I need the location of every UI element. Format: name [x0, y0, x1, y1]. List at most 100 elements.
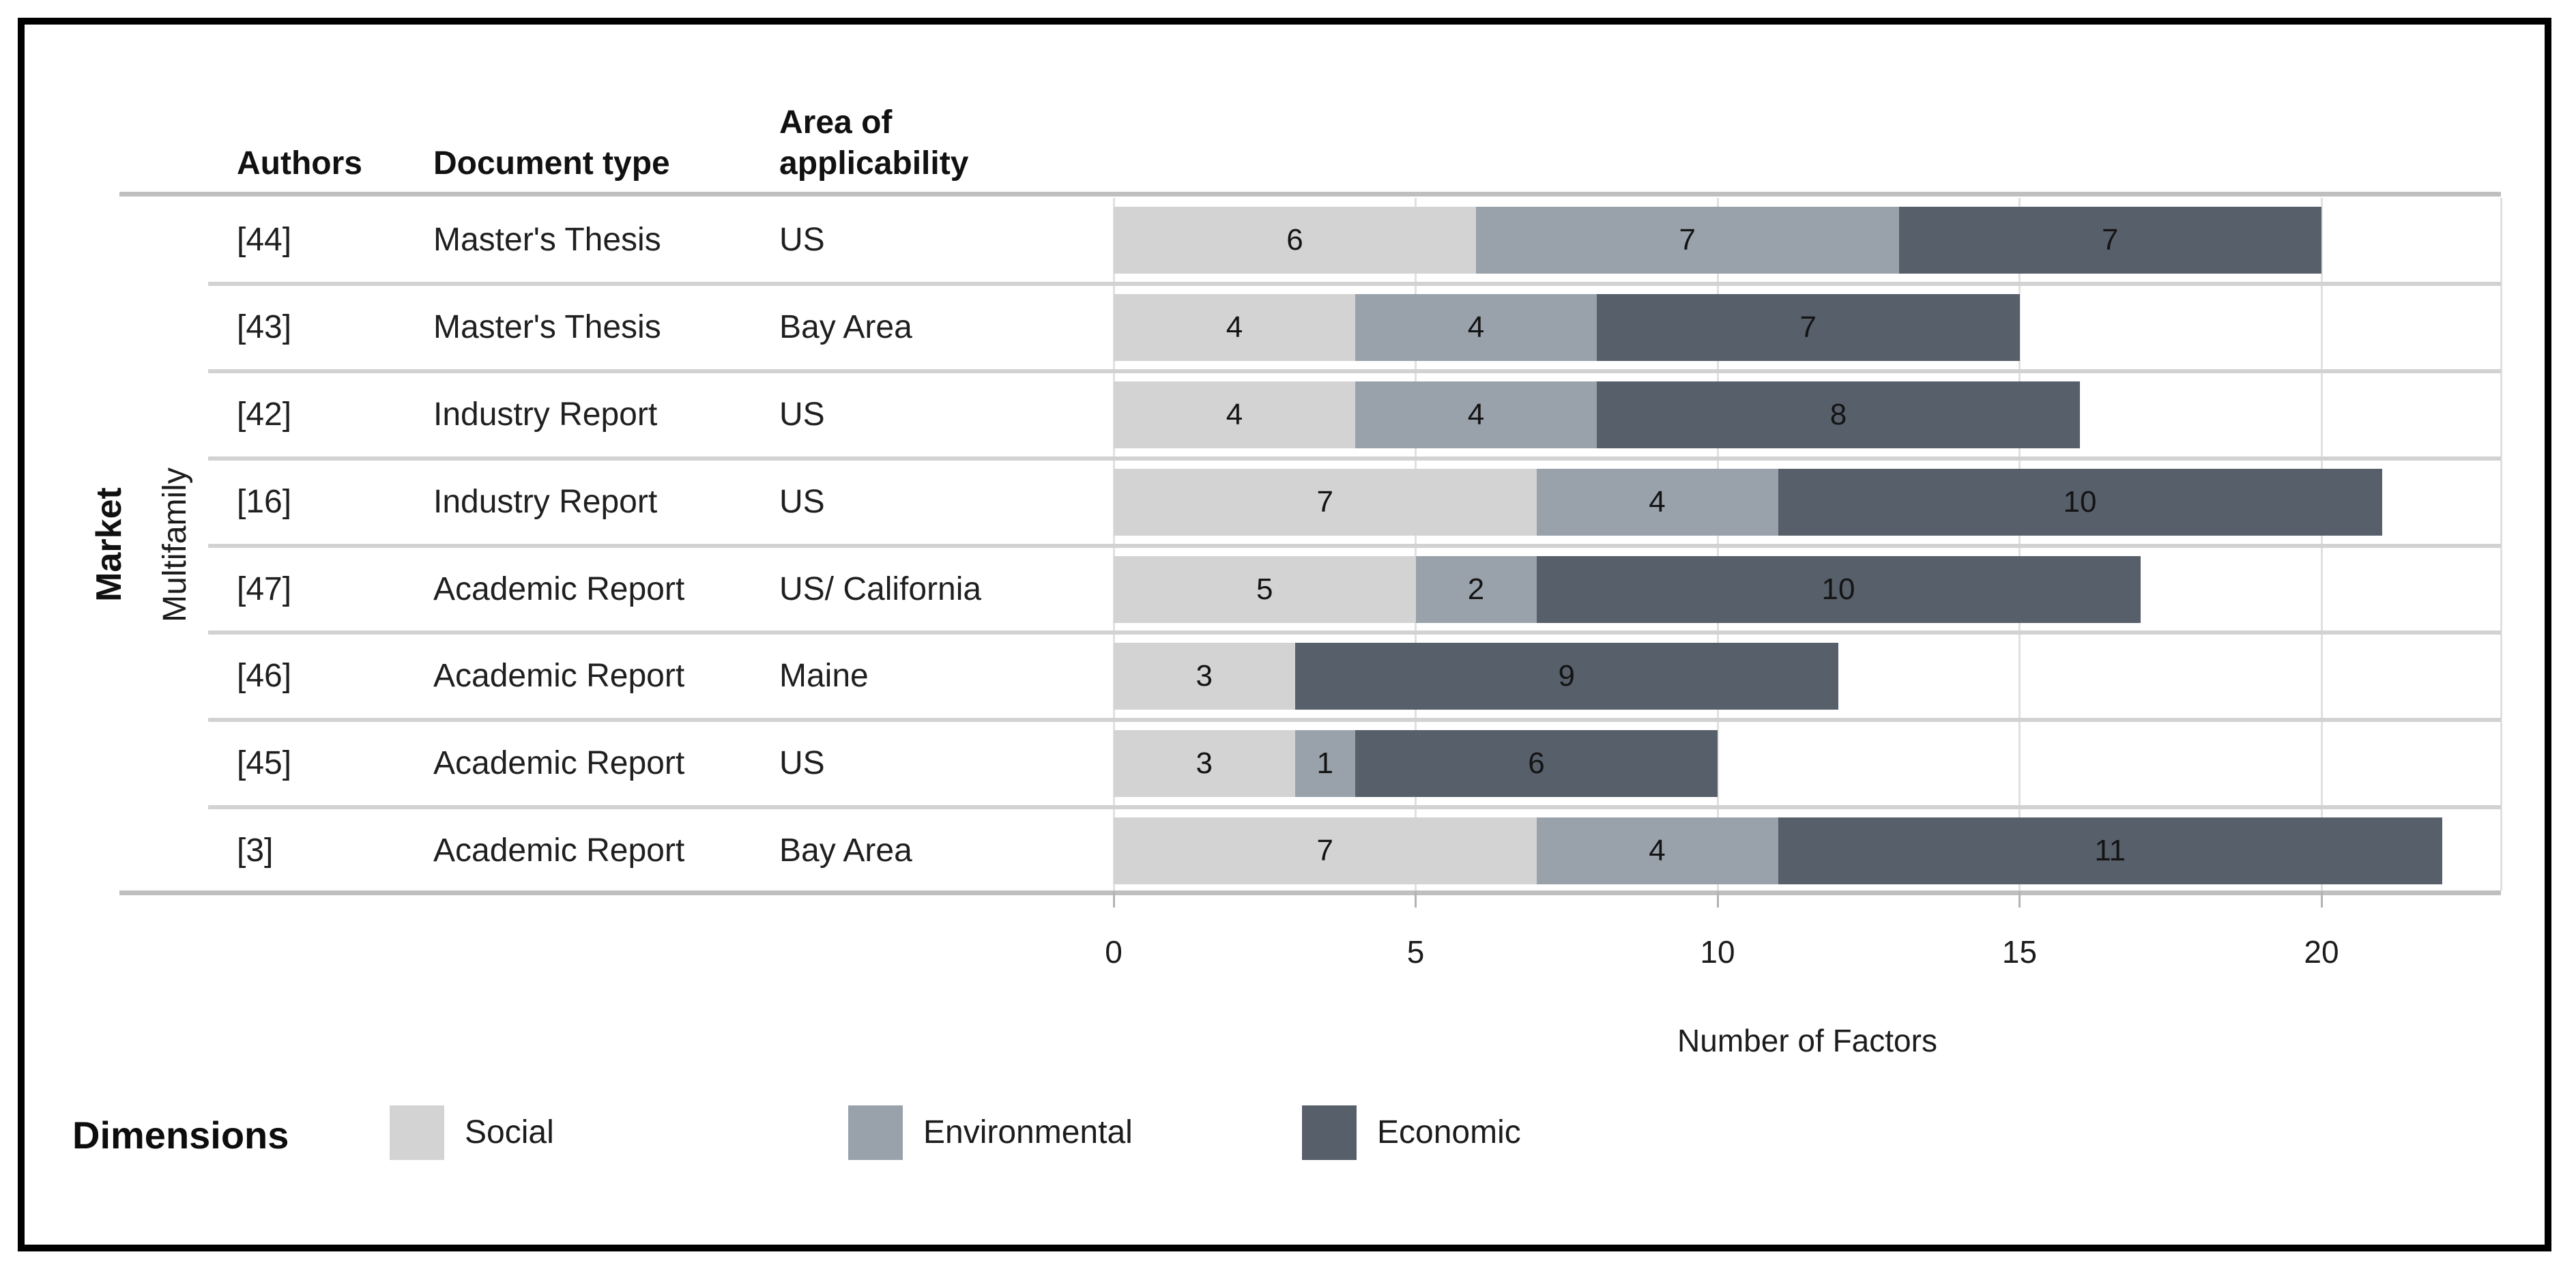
- bar-value-label: 9: [1558, 659, 1575, 693]
- legend-title: Dimensions: [72, 1114, 289, 1157]
- bar-segment-environmental: 4: [1536, 468, 1778, 536]
- bar-segment-social: 5: [1114, 555, 1416, 623]
- doc-type-cell: Industry Report: [433, 396, 658, 433]
- tick-mark: [1716, 891, 1719, 908]
- tick-label: 0: [1105, 934, 1123, 970]
- tick-mark: [2018, 891, 2021, 908]
- legend-label-social: Social: [465, 1114, 554, 1150]
- table-bottom-rule: [119, 890, 2501, 895]
- author-cell: [44]: [237, 222, 292, 258]
- bar-value-label: 6: [1286, 223, 1303, 257]
- author-cell: [43]: [237, 308, 292, 345]
- bar-value-label: 6: [1528, 746, 1545, 781]
- area-cell: Maine: [779, 658, 869, 695]
- row-separator: [208, 456, 2501, 461]
- bar-segment-economic: 7: [1898, 207, 2321, 274]
- legend-swatch-environmental: [848, 1105, 903, 1160]
- bar-segment-environmental: 2: [1415, 555, 1537, 623]
- row-separator: [208, 630, 2501, 635]
- bar-value-label: 10: [2063, 484, 2097, 519]
- bar-value-label: 7: [2102, 223, 2119, 257]
- row-separator: [208, 805, 2501, 810]
- legend-label-environmental: Environmental: [923, 1114, 1133, 1150]
- table-row: [46] Academic Report Maine 3 9: [0, 633, 2576, 720]
- bar-value-label: 7: [1799, 310, 1817, 344]
- bar-value-label: 4: [1649, 834, 1666, 868]
- area-cell: US: [779, 745, 825, 782]
- bar-value-label: 3: [1196, 659, 1213, 693]
- plot-right-edge-gridline: [2500, 198, 2502, 890]
- x-axis-title: Number of Factors: [1677, 1023, 1937, 1058]
- tick-mark: [2320, 891, 2323, 908]
- author-cell: [47]: [237, 570, 292, 607]
- bar-value-label: 4: [1467, 310, 1485, 344]
- bar-segment-social: 3: [1114, 643, 1295, 710]
- area-cell: US: [779, 483, 825, 520]
- tick-label: 15: [2001, 934, 2038, 970]
- author-cell: [3]: [237, 832, 274, 869]
- table-row: [16] Industry Report US 7 4 10: [0, 459, 2576, 546]
- row-separator: [208, 718, 2501, 723]
- bar-segment-social: 3: [1114, 730, 1295, 798]
- area-cell: Bay Area: [779, 308, 912, 345]
- doc-type-cell: Master's Thesis: [433, 222, 661, 258]
- area-cell: US: [779, 396, 825, 433]
- bar-segment-economic: 6: [1355, 730, 1718, 798]
- doc-type-cell: Academic Report: [433, 570, 685, 607]
- bar-value-label: 4: [1467, 397, 1485, 431]
- bar-value-label: 2: [1467, 572, 1485, 606]
- table-row: [47] Academic Report US/ California 5 2 10: [0, 546, 2576, 633]
- bar-value-label: 7: [1316, 484, 1333, 519]
- bar-segment-economic: 10: [1536, 555, 2141, 623]
- bar-value-label: 4: [1649, 484, 1666, 519]
- bar-segment-social: 4: [1114, 381, 1355, 448]
- bar-value-label: 7: [1316, 834, 1333, 868]
- tick-label: 20: [2304, 934, 2339, 970]
- bar-segment-economic: 11: [1778, 817, 2442, 885]
- column-header-area-of-applicability: Area of applicability: [779, 104, 969, 182]
- bar-segment-environmental: 4: [1355, 381, 1597, 448]
- bar-segment-environmental: 4: [1536, 817, 1778, 885]
- bar-value-label: 11: [2094, 834, 2126, 868]
- table-row: [45] Academic Report US 3 1 6: [0, 720, 2576, 807]
- bar-value-label: 10: [1821, 572, 1855, 606]
- bar-value-label: 5: [1256, 572, 1273, 606]
- doc-type-cell: Academic Report: [433, 658, 685, 695]
- bar-segment-economic: 7: [1597, 293, 2020, 361]
- bar-segment-environmental: 1: [1294, 730, 1355, 798]
- legend-swatch-social: [390, 1105, 444, 1160]
- bar-segment-environmental: 4: [1355, 293, 1597, 361]
- bar-segment-economic: 9: [1294, 643, 1838, 710]
- bar-value-label: 1: [1316, 746, 1333, 781]
- row-separator: [208, 281, 2501, 286]
- doc-type-cell: Industry Report: [433, 483, 658, 520]
- author-cell: [16]: [237, 483, 292, 520]
- legend-swatch-economic: [1302, 1105, 1357, 1160]
- table-row: [3] Academic Report Bay Area 7 4 11: [0, 807, 2576, 895]
- bar-value-label: 8: [1829, 397, 1847, 431]
- figure-frame: [18, 18, 2551, 1251]
- table-header-rule: [119, 192, 2501, 197]
- table-row: [42] Industry Report US 4 4 8: [0, 371, 2576, 459]
- bar-value-label: 7: [1679, 223, 1696, 257]
- table-row: [44] Master's Thesis US 6 7 7: [0, 197, 2576, 284]
- column-header-document-type: Document type: [433, 145, 670, 182]
- bar-segment-social: 4: [1114, 293, 1355, 361]
- author-cell: [45]: [237, 745, 292, 782]
- row-separator: [208, 543, 2501, 548]
- tick-label: 5: [1406, 934, 1425, 970]
- author-cell: [42]: [237, 396, 292, 433]
- doc-type-cell: Academic Report: [433, 832, 685, 869]
- tick-mark: [1415, 891, 1417, 908]
- column-header-authors: Authors: [237, 145, 362, 182]
- bar-segment-economic: 8: [1597, 381, 2080, 448]
- bar-value-label: 3: [1196, 746, 1213, 781]
- legend-label-economic: Economic: [1377, 1114, 1521, 1150]
- bar-value-label: 4: [1226, 397, 1243, 431]
- bar-value-label: 4: [1226, 310, 1243, 344]
- bar-segment-social: 7: [1114, 468, 1537, 536]
- tick-label: 10: [1700, 934, 1735, 970]
- bar-segment-social: 6: [1114, 207, 1476, 274]
- author-cell: [46]: [237, 658, 292, 695]
- row-separator: [208, 368, 2501, 373]
